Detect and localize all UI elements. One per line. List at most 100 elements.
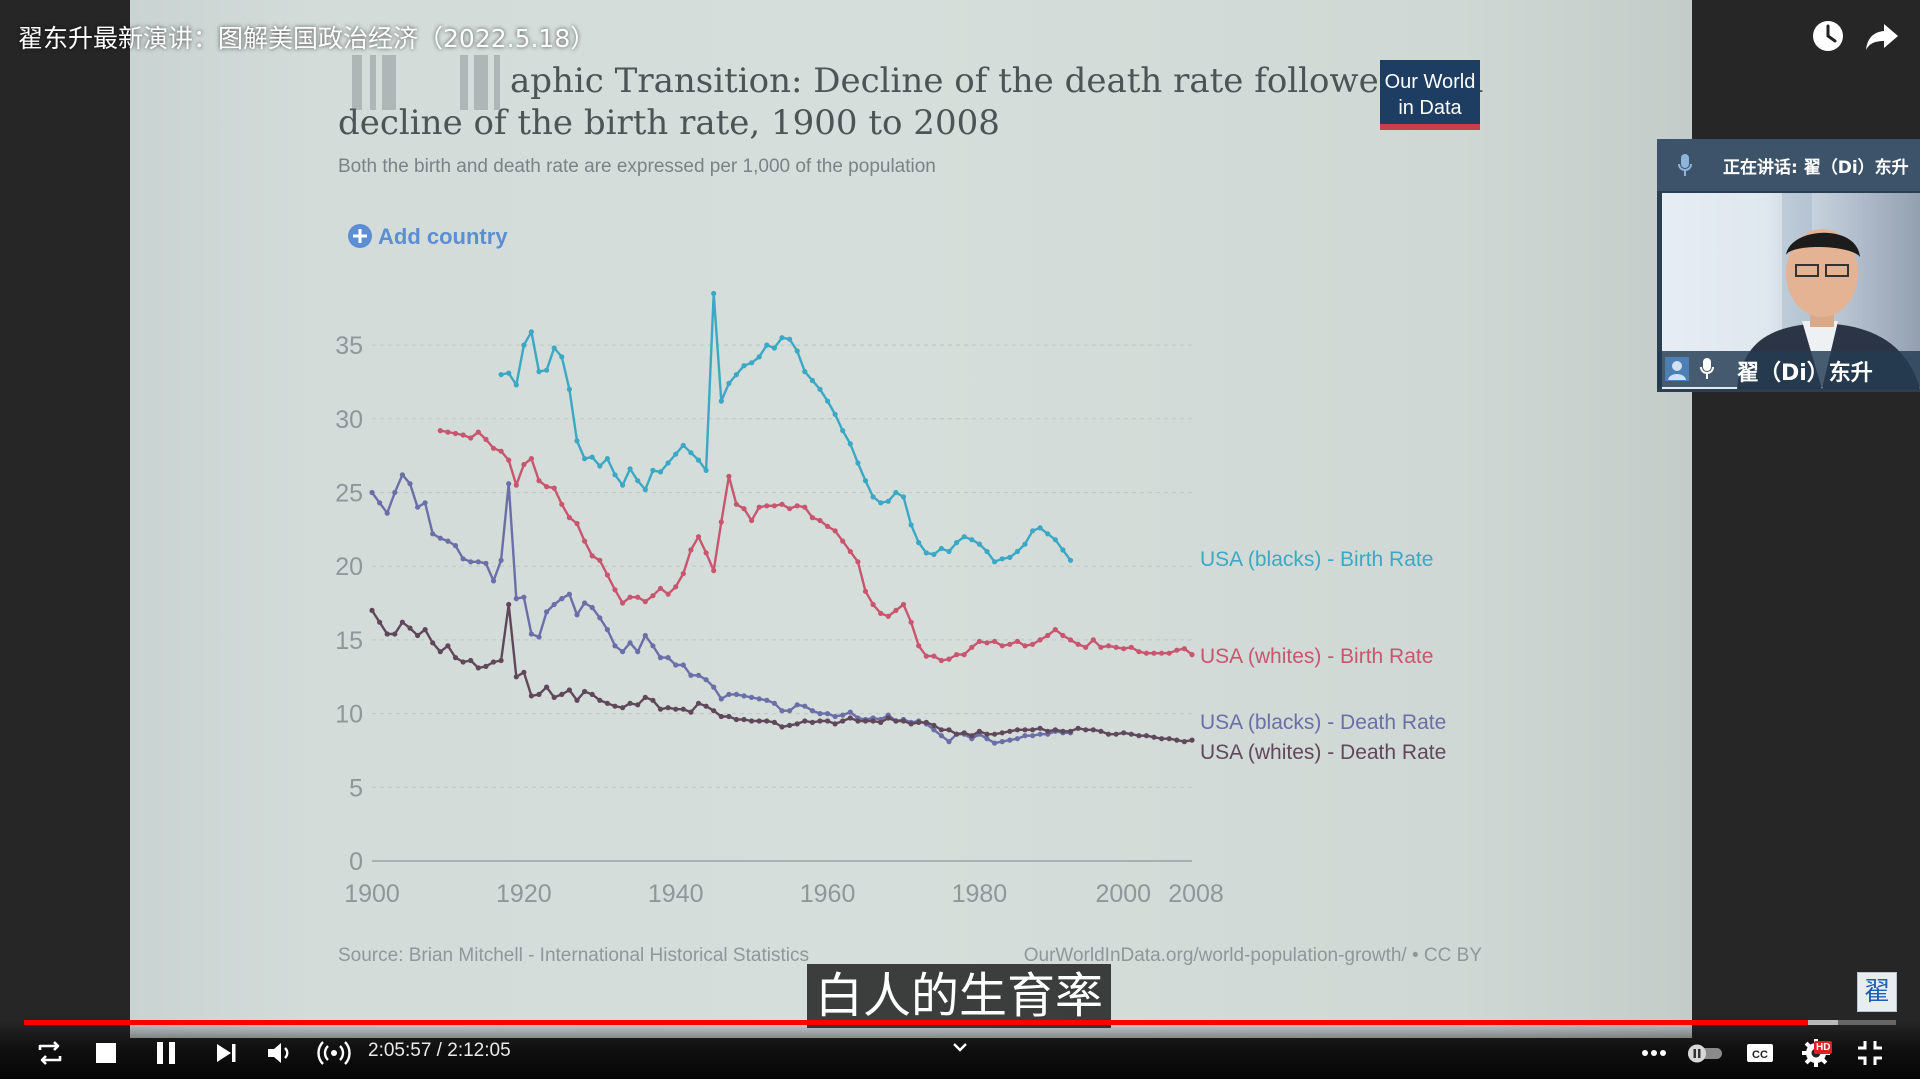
captions-icon[interactable]: CC — [1742, 1035, 1778, 1071]
channel-watermark[interactable]: 翟 — [1857, 972, 1897, 1012]
data-point — [673, 451, 679, 457]
data-point — [650, 467, 656, 473]
data-point — [612, 643, 618, 649]
data-point — [589, 454, 595, 460]
watch-later-icon[interactable] — [1808, 16, 1848, 56]
data-point — [369, 607, 375, 614]
data-point — [703, 467, 709, 473]
y-tick-label: 15 — [335, 627, 363, 655]
data-point — [984, 548, 990, 555]
add-country-label: Add country — [378, 224, 508, 249]
data-point — [733, 372, 740, 378]
autoplay-toggle[interactable] — [1684, 1035, 1726, 1071]
data-point — [961, 730, 967, 736]
data-point — [415, 632, 421, 639]
series-label: USA (whites) - Death Rate — [1200, 741, 1446, 764]
data-point — [513, 482, 519, 488]
data-point — [1022, 727, 1028, 733]
data-point — [437, 535, 443, 541]
data-point — [559, 501, 565, 507]
data-point — [506, 457, 512, 463]
data-point — [825, 711, 831, 717]
data-point — [862, 718, 869, 724]
data-point — [764, 697, 770, 703]
data-point — [452, 543, 459, 549]
data-point — [680, 571, 686, 577]
data-point — [976, 638, 983, 645]
data-point — [566, 386, 572, 392]
volume-icon[interactable] — [262, 1035, 298, 1071]
data-point — [802, 718, 808, 724]
data-point — [832, 528, 838, 534]
data-point — [460, 659, 466, 665]
stop-icon[interactable] — [88, 1035, 124, 1071]
x-tick-label: 1920 — [496, 880, 552, 908]
data-point — [1075, 641, 1081, 647]
data-point — [756, 354, 762, 360]
series-line — [440, 429, 1193, 662]
data-point — [589, 691, 595, 698]
data-point — [817, 386, 823, 392]
data-point — [475, 665, 481, 671]
data-point — [847, 715, 853, 721]
data-point — [392, 631, 398, 637]
data-point — [506, 601, 512, 608]
more-icon[interactable] — [1636, 1035, 1672, 1071]
add-country-button[interactable]: Add country — [348, 224, 508, 249]
pause-icon[interactable] — [148, 1035, 184, 1071]
data-point — [566, 591, 572, 597]
data-point — [711, 290, 717, 297]
data-point — [620, 482, 626, 488]
data-point — [377, 619, 383, 625]
data-point — [840, 712, 846, 718]
microphone-icon — [1678, 154, 1692, 176]
exit-fullscreen-icon[interactable] — [1852, 1035, 1888, 1071]
data-point — [1052, 627, 1058, 633]
data-point — [521, 669, 527, 675]
data-point — [726, 713, 732, 720]
data-point — [399, 472, 405, 478]
data-point — [1060, 632, 1066, 639]
live-broadcast-icon[interactable] — [314, 1035, 354, 1071]
data-point — [999, 739, 1005, 745]
data-point — [536, 478, 542, 484]
data-point — [430, 531, 436, 537]
data-point — [521, 342, 527, 348]
data-point — [764, 718, 770, 724]
data-point — [1128, 644, 1134, 650]
data-point — [384, 510, 390, 516]
next-icon[interactable] — [208, 1035, 244, 1071]
data-point — [840, 538, 846, 544]
data-point — [938, 727, 945, 733]
speaker-status-bar: 正在讲话: 翟（Di）东升 — [1657, 139, 1920, 191]
data-point — [559, 596, 565, 602]
share-icon[interactable] — [1862, 16, 1902, 56]
data-point — [809, 515, 816, 521]
data-point — [642, 632, 648, 639]
data-point — [612, 587, 618, 593]
data-point — [954, 731, 960, 737]
y-tick-label: 10 — [335, 701, 363, 729]
loop-icon[interactable] — [32, 1035, 68, 1071]
data-point — [733, 691, 740, 698]
progress-bar[interactable] — [24, 1020, 1896, 1025]
data-point — [809, 719, 816, 726]
data-point — [938, 545, 945, 552]
data-point — [954, 540, 960, 546]
series-group: USA (whites) - Birth Rate — [437, 428, 1433, 668]
data-point — [878, 610, 884, 617]
data-point — [771, 719, 778, 726]
data-point — [1151, 650, 1157, 656]
data-point — [1159, 736, 1165, 742]
video-title: 翟东升最新演讲：图解美国政治经济（2022.5.18） — [18, 24, 596, 53]
slide: aphic Transition: Decline of the death r… — [335, 55, 1483, 966]
data-point — [513, 674, 519, 680]
data-point — [1007, 737, 1013, 743]
data-point — [832, 721, 838, 727]
data-point — [657, 706, 664, 712]
x-tick-label: 2000 — [1095, 880, 1151, 908]
chart: 0 5 10 15 20 25 30 35 1900 1920 1940 1960 1980 2000 20… — [335, 290, 1446, 908]
data-point — [885, 498, 891, 504]
chevron-down-icon[interactable] — [944, 1036, 976, 1072]
